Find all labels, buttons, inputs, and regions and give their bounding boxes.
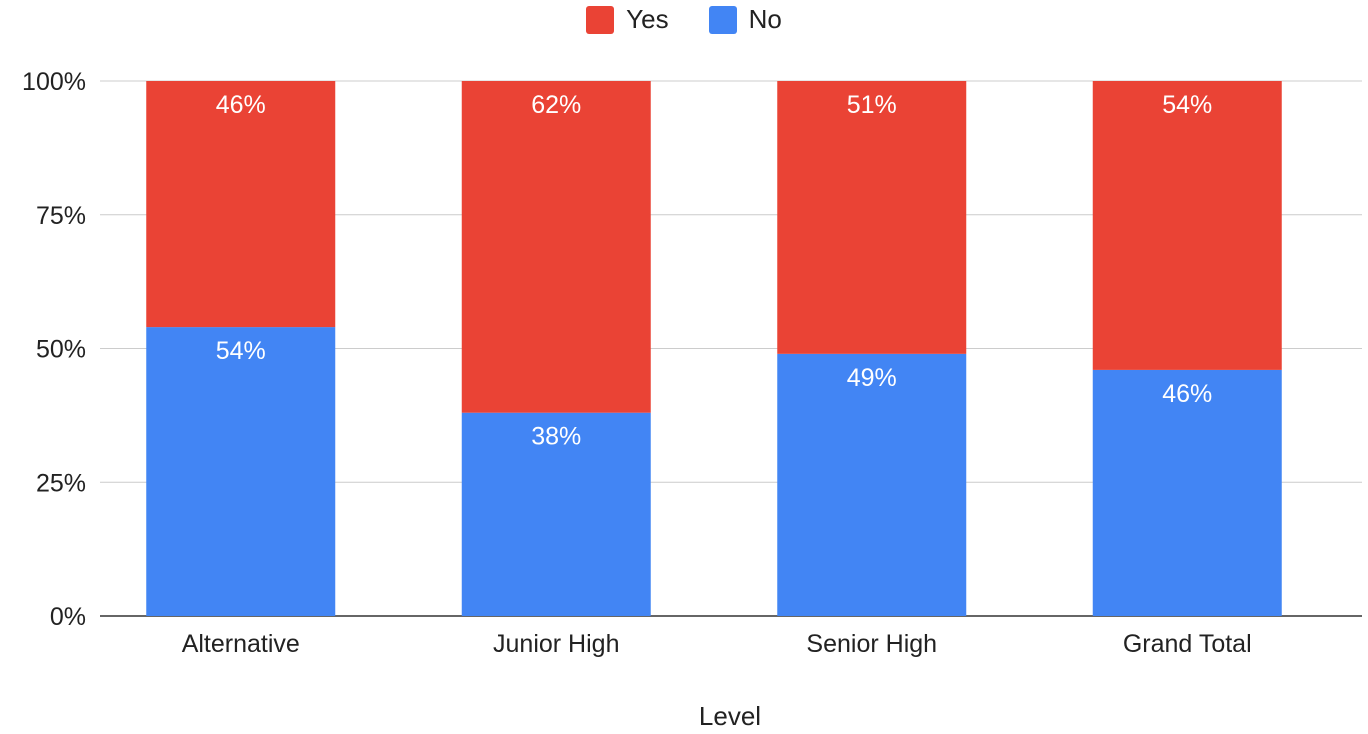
legend-swatch-yes (586, 5, 615, 34)
legend-item-no: No (708, 4, 782, 35)
data-label: 38% (531, 423, 581, 451)
legend-swatch-no (708, 5, 737, 34)
bar-yes-alternative (146, 81, 336, 328)
x-axis-ticks: Alternative Junior High Senior High Grand T… (182, 630, 1252, 658)
chart-legend: Yes No (0, 4, 1368, 35)
y-tick-label: 0% (50, 603, 86, 631)
bars (146, 81, 1282, 616)
bar-no-alternative (146, 327, 336, 616)
data-label: 46% (1162, 380, 1212, 408)
bar-no-senior-high (777, 353, 967, 616)
y-axis-ticks: 0% 25% 50% 75% 100% (22, 68, 86, 631)
bar-yes-grand-total (1092, 81, 1282, 370)
y-tick-label: 25% (36, 469, 86, 497)
x-tick-label: Grand Total (1123, 630, 1252, 658)
data-labels: 54% 46% 38% 62% 49% 51% 46% 54% (216, 91, 1213, 451)
y-tick-label: 75% (36, 202, 86, 230)
legend-item-yes: Yes (586, 4, 669, 35)
data-label: 49% (847, 364, 897, 392)
data-label: 54% (1162, 91, 1212, 119)
data-label: 62% (531, 91, 581, 119)
x-tick-label: Senior High (806, 630, 937, 658)
bar-yes-senior-high (777, 81, 967, 354)
data-label: 51% (847, 91, 897, 119)
bar-no-junior-high (461, 412, 651, 616)
legend-label-no: No (748, 4, 782, 34)
legend-label-yes: Yes (626, 4, 669, 34)
x-axis-title: Level (699, 701, 761, 731)
bar-yes-junior-high (461, 81, 651, 413)
x-tick-label: Alternative (182, 630, 300, 658)
data-label: 46% (216, 91, 266, 119)
y-tick-label: 100% (22, 68, 86, 96)
x-tick-label: Junior High (493, 630, 619, 658)
data-label: 54% (216, 337, 266, 365)
y-tick-label: 50% (36, 336, 86, 364)
bar-no-grand-total (1092, 369, 1282, 616)
